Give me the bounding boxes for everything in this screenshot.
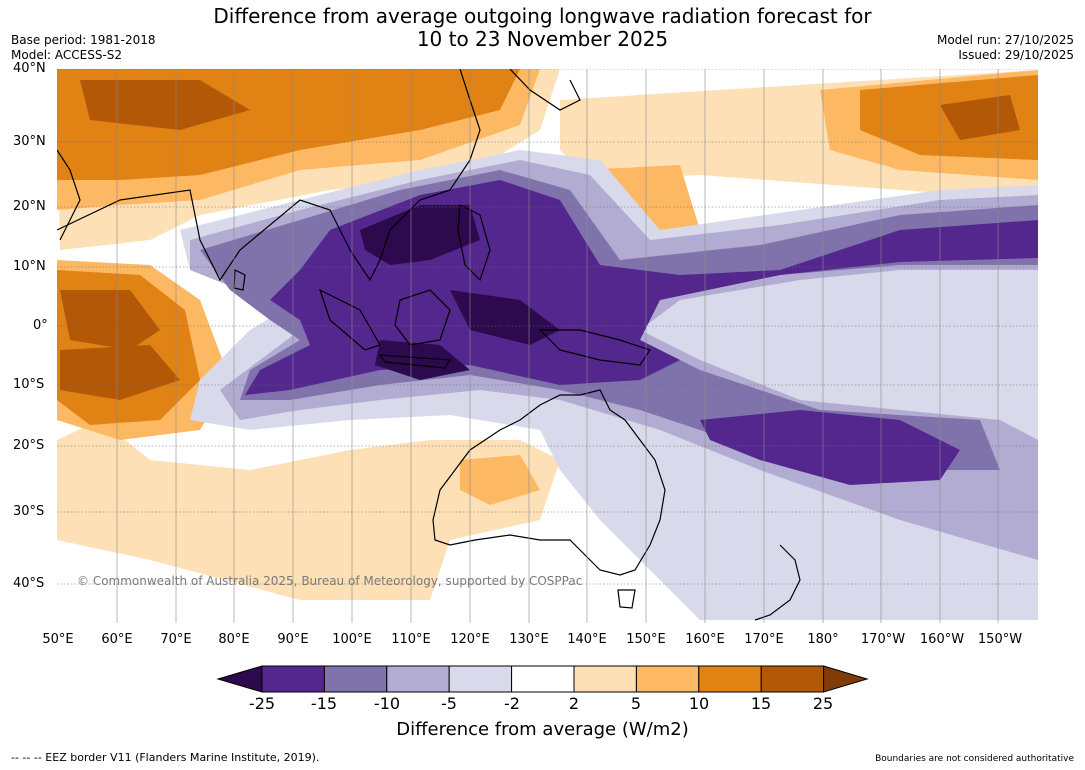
lat-label: 40°S — [13, 576, 45, 591]
anomaly-neg-lt25 — [450, 290, 560, 345]
anomaly-pos-15-25 — [940, 95, 1020, 140]
lat-label: 20°N — [13, 199, 46, 214]
lon-label: 160°W — [919, 632, 965, 647]
colorbar-swatch — [261, 665, 325, 693]
colorbar-swatch — [573, 665, 637, 693]
meridians — [116, 69, 999, 623]
lon-label: 80°E — [218, 632, 250, 647]
anomaly-neg-lt25 — [360, 205, 480, 265]
colorbar-tick: 15 — [750, 694, 772, 713]
anomaly-pos-15-25 — [60, 290, 160, 350]
issued-date: Issued: 29/10/2025 — [958, 48, 1074, 62]
lon-label: 90°E — [277, 632, 309, 647]
anomaly-pos-15-25 — [80, 80, 250, 130]
borneo-coastline — [394, 289, 451, 346]
colorbar-tick: 5 — [630, 694, 642, 713]
lat-label: 0° — [33, 318, 48, 333]
colorbar-swatch — [448, 665, 513, 693]
colorbar-label: Difference from average (W/m2) — [396, 719, 689, 740]
asia-coastline — [57, 69, 481, 282]
anomaly-field — [57, 69, 1038, 623]
eez-footnote: -- -- -- EEZ border V11 (Flanders Marine… — [11, 751, 320, 764]
meta-right: Model run: 27/10/2025 Issued: 29/10/2025 — [937, 33, 1074, 63]
japan-coastline — [509, 69, 581, 111]
colorbar-swatch — [386, 665, 450, 693]
boundary-disclaimer: Boundaries are not considered authoritat… — [875, 754, 1074, 764]
lon-label: 140°E — [567, 632, 607, 647]
lat-label: 30°N — [13, 134, 46, 149]
lat-label: 10°S — [13, 377, 45, 392]
lon-label: 170°W — [860, 632, 906, 647]
lat-label: 30°S — [13, 504, 45, 519]
new-guinea-coastline — [538, 329, 651, 366]
model-run: Model run: 27/10/2025 — [936, 33, 1074, 47]
lat-label: 10°N — [13, 259, 46, 274]
meta-left: Base period: 1981-2018 Model: ACCESS-S2 — [11, 33, 156, 63]
philippines-coastline — [457, 204, 491, 282]
colorbar-tick: 25 — [812, 694, 834, 713]
colorbar-tick: -15 — [310, 694, 338, 713]
colorbar-swatch-gt-25 — [823, 665, 869, 693]
title-line-2: 10 to 23 November 2025 — [416, 27, 669, 51]
colorbar-swatch — [323, 665, 388, 693]
colorbar-tick: -2 — [504, 694, 520, 713]
title-line-1: Difference from average outgoing longwav… — [213, 4, 872, 28]
lon-label: 100°E — [332, 632, 372, 647]
new-zealand-coastline — [754, 544, 801, 621]
lon-label: 170°E — [744, 632, 784, 647]
copyright-notice: © Commonwealth of Australia 2025, Bureau… — [77, 574, 583, 588]
anomaly-neg-lt25 — [375, 340, 470, 380]
colorbar-swatch — [635, 665, 700, 693]
colorbar-tick: 10 — [688, 694, 710, 713]
colorbar — [216, 665, 869, 693]
lon-label: 160°E — [685, 632, 725, 647]
anomaly-pos-15-25 — [60, 345, 180, 400]
colorbar-tick: -10 — [373, 694, 401, 713]
base-period: Base period: 1981-2018 — [11, 33, 156, 47]
lon-label: 50°E — [42, 632, 74, 647]
australia-coastline — [432, 389, 666, 576]
arabia-coastline — [57, 149, 81, 241]
colorbar-swatch-lt-25 — [216, 665, 263, 693]
map-title: Difference from average outgoing longwav… — [0, 5, 1085, 51]
lat-label: 40°N — [13, 61, 46, 76]
lon-label: 70°E — [160, 632, 192, 647]
lon-label: 180° — [807, 632, 839, 647]
colorbar-swatch — [511, 665, 575, 693]
anomaly-neg-15-25 — [700, 410, 960, 485]
lon-label: 150°E — [626, 632, 666, 647]
colorbar-tick: 2 — [568, 694, 580, 713]
lon-label: 150°W — [977, 632, 1023, 647]
anomaly-pos-2-5 — [57, 420, 560, 600]
anomaly-pos-5-10 — [460, 455, 540, 505]
colorbar-swatch — [760, 665, 825, 693]
sumatra-coastline — [318, 288, 381, 351]
colorbar-tick: -5 — [441, 694, 457, 713]
lon-label: 120°E — [450, 632, 490, 647]
lon-label: 110°E — [391, 632, 431, 647]
colorbar-swatch — [698, 665, 762, 693]
java-coastline — [378, 354, 452, 369]
colorbar-tick: -25 — [248, 694, 276, 713]
graticule — [57, 69, 1038, 585]
lon-label: 60°E — [101, 632, 133, 647]
model-name: Model: ACCESS-S2 — [11, 48, 123, 62]
lat-label: 20°S — [13, 438, 45, 453]
lon-label: 130°E — [509, 632, 549, 647]
tasmania-coastline — [617, 589, 636, 609]
coastlines — [57, 69, 801, 621]
sri-lanka-coastline — [233, 269, 246, 291]
